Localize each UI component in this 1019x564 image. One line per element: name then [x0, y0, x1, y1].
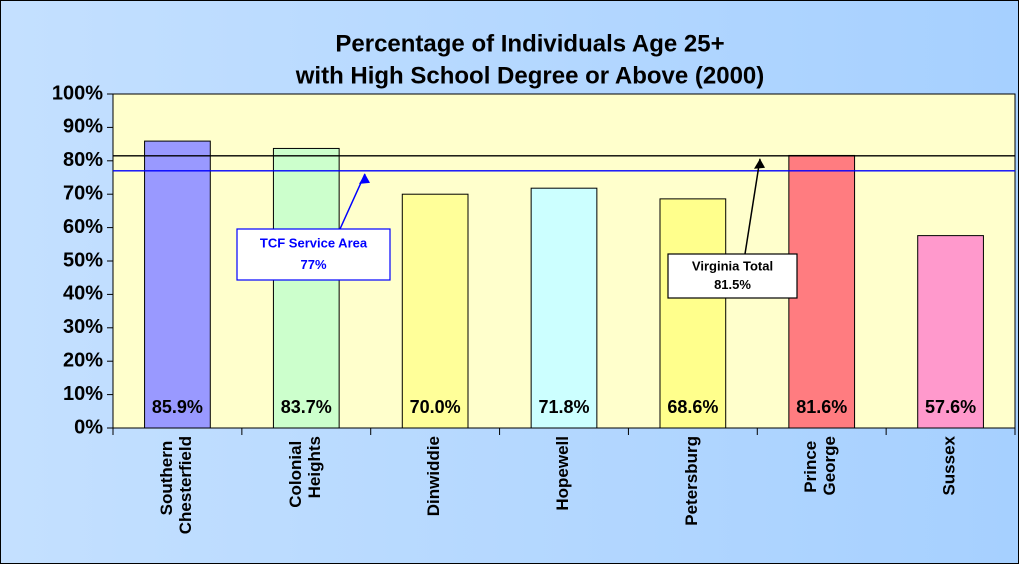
value-label: 57.6%	[925, 397, 976, 417]
y-tick-label: 50%	[63, 249, 103, 271]
annotation-name: TCF Service Area	[260, 236, 368, 251]
y-tick-label: 60%	[63, 216, 103, 238]
y-tick-label: 80%	[63, 149, 103, 171]
y-tick-label: 0%	[74, 416, 103, 438]
x-tick-label: Dinwiddie	[425, 436, 444, 516]
bar	[272, 147, 340, 429]
y-tick-label: 100%	[52, 82, 103, 104]
x-tick-label: Southern Chesterfield	[157, 436, 195, 534]
y-tick-label: 40%	[63, 283, 103, 305]
y-tick-label: 30%	[63, 316, 103, 338]
value-label: 85.9%	[152, 397, 203, 417]
value-label: 71.8%	[538, 397, 589, 417]
y-tick-label: 10%	[63, 383, 103, 405]
arrow-head	[359, 173, 370, 184]
y-tick-label: 70%	[63, 182, 103, 204]
y-tick-label: 90%	[63, 116, 103, 138]
annotation-arrow	[744, 158, 761, 255]
value-label: 83.7%	[281, 397, 332, 417]
x-tick-label: Hopewell	[553, 436, 572, 511]
x-tick-label: Colonial Heights	[286, 436, 324, 508]
annotation-name: Virginia Total	[692, 259, 773, 274]
x-tick-label: Sussex	[940, 435, 959, 495]
bar	[144, 140, 211, 429]
annotation-box	[236, 228, 391, 281]
chart-title: Percentage of Individuals Age 25+	[335, 30, 724, 57]
bar	[788, 154, 856, 429]
annotation-value: 77%	[300, 257, 326, 272]
arrow-head	[754, 158, 765, 169]
y-tick-label: 20%	[63, 349, 103, 371]
chart-title: with High School Degree or Above (2000)	[295, 62, 765, 89]
value-label: 70.0%	[410, 397, 461, 417]
annotation-box	[667, 253, 798, 299]
bar	[401, 193, 469, 429]
x-tick-label: Prince George	[802, 436, 840, 496]
bar	[917, 235, 984, 429]
bar	[659, 198, 727, 429]
bar	[530, 187, 598, 429]
annotation-value: 81.5%	[714, 277, 751, 292]
value-label: 81.6%	[796, 397, 847, 417]
value-label: 68.6%	[667, 397, 718, 417]
x-tick-label: Petersburg	[682, 436, 701, 526]
